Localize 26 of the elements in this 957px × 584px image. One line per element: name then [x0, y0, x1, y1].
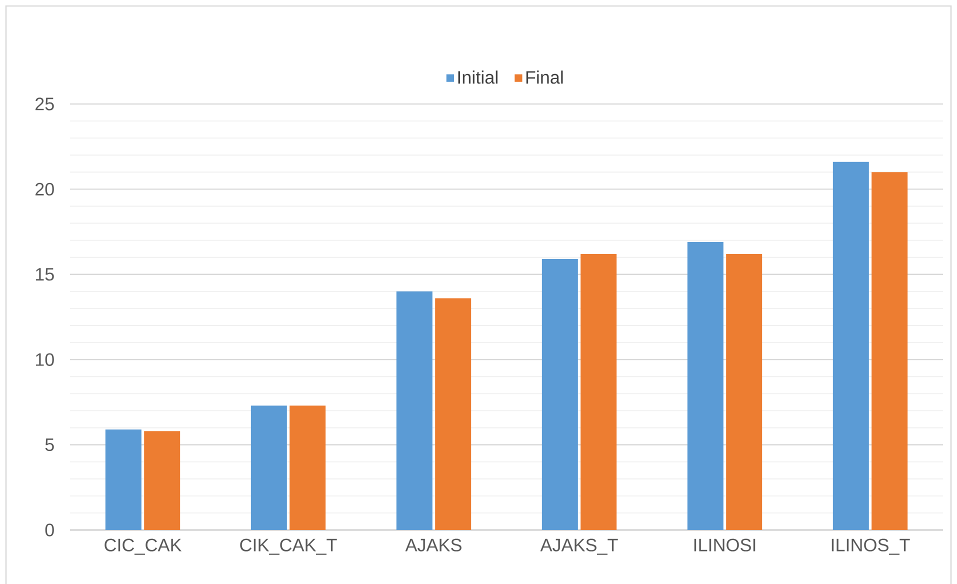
bar	[687, 242, 724, 530]
x-tick-label: CIC_CAK	[104, 538, 182, 555]
bar	[435, 298, 472, 530]
y-tick-label: 25	[36, 98, 54, 110]
bar	[250, 406, 287, 530]
y-tick-label: 15	[36, 268, 54, 281]
bar	[105, 429, 142, 530]
x-tick-label: ILINOSI	[694, 538, 756, 552]
bar	[726, 254, 762, 530]
bar	[144, 431, 180, 530]
x-tick-label: AJAKS_T	[540, 538, 618, 555]
y-tick-label: 10	[36, 353, 54, 366]
bar	[542, 259, 578, 530]
legend-label: Final	[526, 70, 563, 84]
x-tick-label: CIK_CAK_T	[240, 538, 337, 555]
bar	[396, 291, 432, 530]
bar	[832, 162, 869, 530]
bar	[290, 406, 326, 530]
bar	[580, 254, 617, 530]
x-tick-label: AJAKS	[405, 538, 462, 552]
y-tick-label: 5	[45, 438, 54, 452]
x-tick-label: ILINOS_T	[832, 538, 910, 555]
y-tick-label: 20	[36, 182, 54, 196]
y-tick-label: 0	[45, 524, 54, 536]
legend-label: Initial	[458, 70, 498, 84]
bar	[872, 172, 908, 530]
